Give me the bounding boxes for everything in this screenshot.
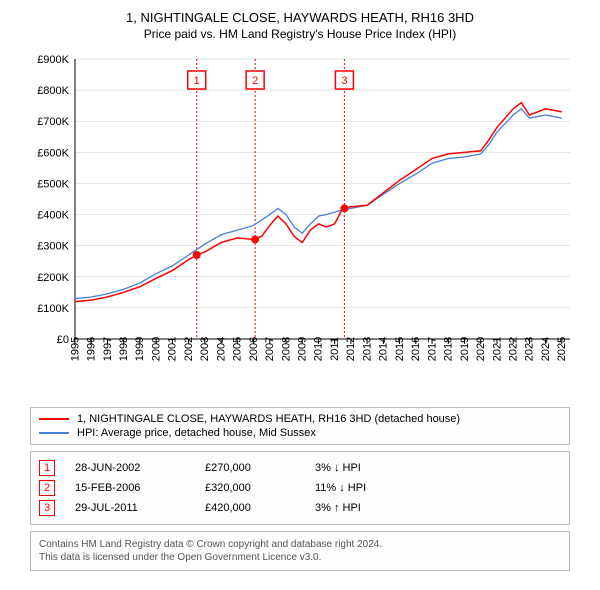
svg-text:£400K: £400K xyxy=(37,210,69,222)
legend: 1, NIGHTINGALE CLOSE, HAYWARDS HEATH, RH… xyxy=(30,407,570,445)
svg-text:2007: 2007 xyxy=(264,337,276,361)
svg-text:2012: 2012 xyxy=(345,337,357,361)
svg-text:2002: 2002 xyxy=(183,337,195,361)
svg-text:2011: 2011 xyxy=(329,337,341,361)
svg-text:£200K: £200K xyxy=(37,272,69,284)
sale-price: £420,000 xyxy=(205,502,315,514)
svg-text:2017: 2017 xyxy=(426,337,438,361)
legend-swatch xyxy=(39,432,69,434)
footer-line2: This data is licensed under the Open Gov… xyxy=(39,551,561,564)
svg-text:1997: 1997 xyxy=(102,337,114,361)
sale-diff: 3% ↓ HPI xyxy=(315,462,435,474)
legend-label: 1, NIGHTINGALE CLOSE, HAYWARDS HEATH, RH… xyxy=(77,413,460,425)
svg-text:£900K: £900K xyxy=(37,54,69,66)
svg-text:2016: 2016 xyxy=(410,337,422,361)
legend-item: HPI: Average price, detached house, Mid … xyxy=(39,426,561,440)
sales-table: 1 28-JUN-2002£270,0003% ↓ HPI 2 15-FEB-2006… xyxy=(30,451,570,525)
chart-title-block: 1, NIGHTINGALE CLOSE, HAYWARDS HEATH, RH… xyxy=(10,10,590,41)
sale-marker-box: 3 xyxy=(39,500,55,516)
footer-line1: Contains HM Land Registry data © Crown c… xyxy=(39,538,561,551)
sale-marker-box: 1 xyxy=(39,460,55,476)
line-chart: £0 £100K £200K £300K £400K £500K £600K £700K £80… xyxy=(20,49,580,399)
svg-text:2004: 2004 xyxy=(215,337,227,361)
sale-row: 3 29-JUL-2011£420,0003% ↑ HPI xyxy=(39,498,561,518)
sale-price: £320,000 xyxy=(205,482,315,494)
title-line1: 1, NIGHTINGALE CLOSE, HAYWARDS HEATH, RH… xyxy=(10,10,590,25)
svg-text:£300K: £300K xyxy=(37,241,69,253)
svg-text:£0: £0 xyxy=(57,334,69,346)
sale-price: £270,000 xyxy=(205,462,315,474)
svg-text:£700K: £700K xyxy=(37,116,69,128)
sale-marker-box: 2 xyxy=(39,480,55,496)
svg-text:2014: 2014 xyxy=(378,337,390,361)
chart-container: £0 £100K £200K £300K £400K £500K £600K £700K £80… xyxy=(20,49,580,399)
svg-text:2008: 2008 xyxy=(280,337,292,361)
svg-text:2006: 2006 xyxy=(248,337,260,361)
legend-label: HPI: Average price, detached house, Mid … xyxy=(77,427,316,439)
svg-text:£600K: £600K xyxy=(37,147,69,159)
svg-text:£800K: £800K xyxy=(37,85,69,97)
svg-text:2005: 2005 xyxy=(232,337,244,361)
sale-diff: 11% ↓ HPI xyxy=(315,482,435,494)
svg-text:2018: 2018 xyxy=(443,337,455,361)
svg-text:3: 3 xyxy=(341,75,347,87)
svg-text:2024: 2024 xyxy=(540,337,552,361)
svg-text:1996: 1996 xyxy=(86,337,98,361)
svg-text:1998: 1998 xyxy=(118,337,130,361)
svg-text:£100K: £100K xyxy=(37,303,69,315)
title-line2: Price paid vs. HM Land Registry's House … xyxy=(10,27,590,41)
svg-text:2009: 2009 xyxy=(297,337,309,361)
svg-text:2013: 2013 xyxy=(361,337,373,361)
svg-text:2: 2 xyxy=(252,75,258,87)
svg-text:2022: 2022 xyxy=(507,337,519,361)
svg-text:2020: 2020 xyxy=(475,337,487,361)
svg-text:1995: 1995 xyxy=(69,337,81,361)
sale-date: 28-JUN-2002 xyxy=(75,462,205,474)
legend-swatch xyxy=(39,418,69,420)
svg-text:2015: 2015 xyxy=(394,337,406,361)
sale-row: 1 28-JUN-2002£270,0003% ↓ HPI xyxy=(39,458,561,478)
sale-date: 15-FEB-2006 xyxy=(75,482,205,494)
svg-text:2019: 2019 xyxy=(459,337,471,361)
svg-text:2003: 2003 xyxy=(199,337,211,361)
svg-text:2021: 2021 xyxy=(491,337,503,361)
sale-date: 29-JUL-2011 xyxy=(75,502,205,514)
svg-text:£500K: £500K xyxy=(37,178,69,190)
svg-text:2001: 2001 xyxy=(167,337,179,361)
svg-text:1: 1 xyxy=(194,75,200,87)
legend-item: 1, NIGHTINGALE CLOSE, HAYWARDS HEATH, RH… xyxy=(39,412,561,426)
svg-text:2023: 2023 xyxy=(524,337,536,361)
footer-attribution: Contains HM Land Registry data © Crown c… xyxy=(30,531,570,571)
svg-text:2010: 2010 xyxy=(313,337,325,361)
svg-text:1999: 1999 xyxy=(134,337,146,361)
svg-text:2025: 2025 xyxy=(556,337,568,361)
sale-diff: 3% ↑ HPI xyxy=(315,502,435,514)
svg-text:2000: 2000 xyxy=(150,337,162,361)
sale-row: 2 15-FEB-2006£320,00011% ↓ HPI xyxy=(39,478,561,498)
